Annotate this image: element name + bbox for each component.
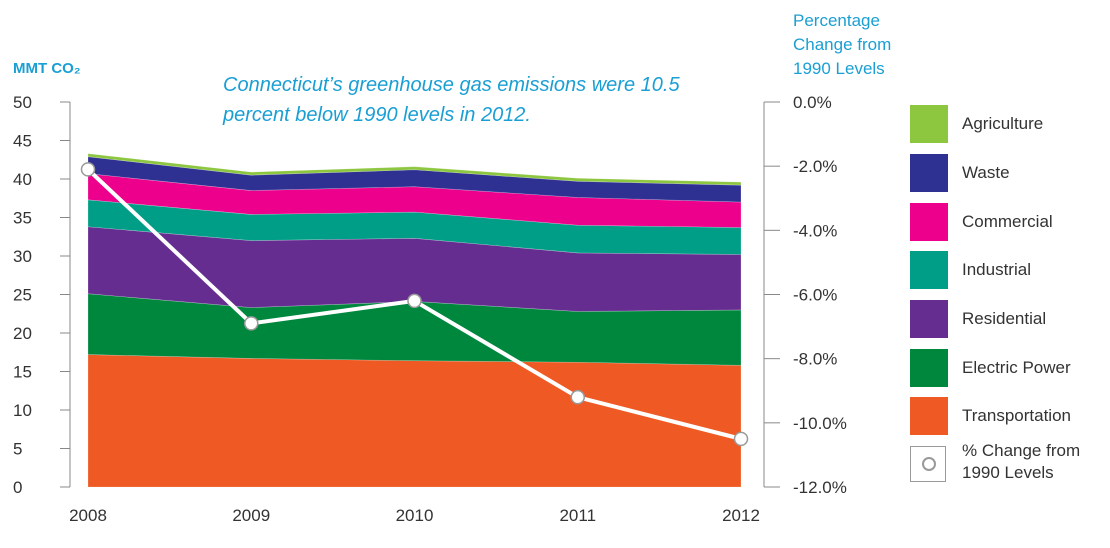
x-tick-label: 2008 — [69, 506, 107, 525]
y-left-tick-label: 25 — [13, 286, 32, 305]
legend-item-residential: Residential — [910, 300, 1105, 340]
y-right-tick-label: -4.0% — [793, 221, 837, 240]
y-axis-left-title: MMT CO₂ — [13, 60, 81, 77]
y-left-tick-label: 0 — [13, 478, 22, 497]
legend-label: % Change from 1990 Levels — [962, 441, 1081, 482]
legend-swatch — [910, 154, 948, 192]
legend-item-change-from-1990-levels: % Change from 1990 Levels — [910, 441, 1105, 486]
legend-item-transportation: Transportation — [910, 397, 1105, 437]
legend-swatch — [910, 397, 948, 435]
y-left-tick-label: 15 — [13, 363, 32, 382]
legend-label: Residential — [962, 309, 1047, 328]
legend-marker-dot — [922, 457, 936, 471]
area-transportation — [87, 354, 742, 488]
area-electric-power — [87, 293, 742, 366]
legend-label: Waste — [962, 163, 1010, 182]
y-right-tick-label: -12.0% — [793, 478, 847, 497]
y-left-tick-label: 10 — [13, 401, 32, 420]
x-tick-label: 2010 — [396, 506, 434, 525]
legend-swatch — [910, 349, 948, 387]
legend-swatch-marker — [910, 446, 946, 482]
y-right-tick-label: -6.0% — [793, 286, 837, 305]
x-tick-label: 2011 — [559, 506, 596, 525]
legend-swatch — [910, 203, 948, 241]
percent-change-point — [80, 162, 96, 177]
legend-label: Transportation — [962, 406, 1071, 425]
legend-item-electric-power: Electric Power — [910, 349, 1105, 389]
y-left-tick-label: 40 — [13, 170, 32, 189]
y-left-tick-label: 45 — [13, 132, 32, 151]
legend-label: Agriculture — [962, 114, 1044, 133]
y-left-tick-label: 5 — [13, 440, 22, 459]
area-residential — [87, 226, 742, 312]
area-commercial — [87, 173, 742, 228]
x-tick-label: 2012 — [722, 506, 760, 525]
legend-label: Electric Power — [962, 358, 1071, 377]
y-right-tick-label: 0.0% — [793, 93, 832, 112]
y-axis-right-title: Percentage Change from 1990 Levels — [793, 11, 892, 78]
y-left-tick-label: 30 — [13, 247, 32, 266]
y-left-tick-label: 50 — [13, 93, 32, 112]
legend-item-agriculture: Agriculture — [910, 105, 1105, 145]
chart-headline: Connecticut’s greenhouse gas emissions w… — [223, 74, 680, 126]
y-left-tick-label: 20 — [13, 324, 32, 343]
y-left-tick-label: 35 — [13, 209, 32, 228]
percent-change-point — [733, 431, 749, 447]
legend-item-waste: Waste — [910, 154, 1105, 194]
y-right-tick-label: -8.0% — [793, 350, 837, 369]
legend-item-industrial: Industrial — [910, 251, 1105, 291]
percent-change-point — [244, 316, 259, 331]
legend-swatch — [910, 105, 948, 143]
area-industrial — [87, 199, 742, 255]
legend-swatch — [910, 251, 948, 289]
legend-label: Commercial — [962, 212, 1053, 231]
y-right-tick-label: -10.0% — [793, 414, 847, 433]
area-waste — [87, 156, 742, 203]
percent-change-point — [407, 293, 422, 309]
x-tick-label: 2009 — [232, 506, 270, 525]
y-right-tick-label: -2.0% — [793, 157, 837, 176]
legend-item-commercial: Commercial — [910, 203, 1105, 243]
area-agriculture — [87, 153, 742, 186]
percent-change-point — [570, 389, 585, 405]
legend-swatch — [910, 300, 948, 338]
legend-label: Industrial — [962, 260, 1031, 279]
